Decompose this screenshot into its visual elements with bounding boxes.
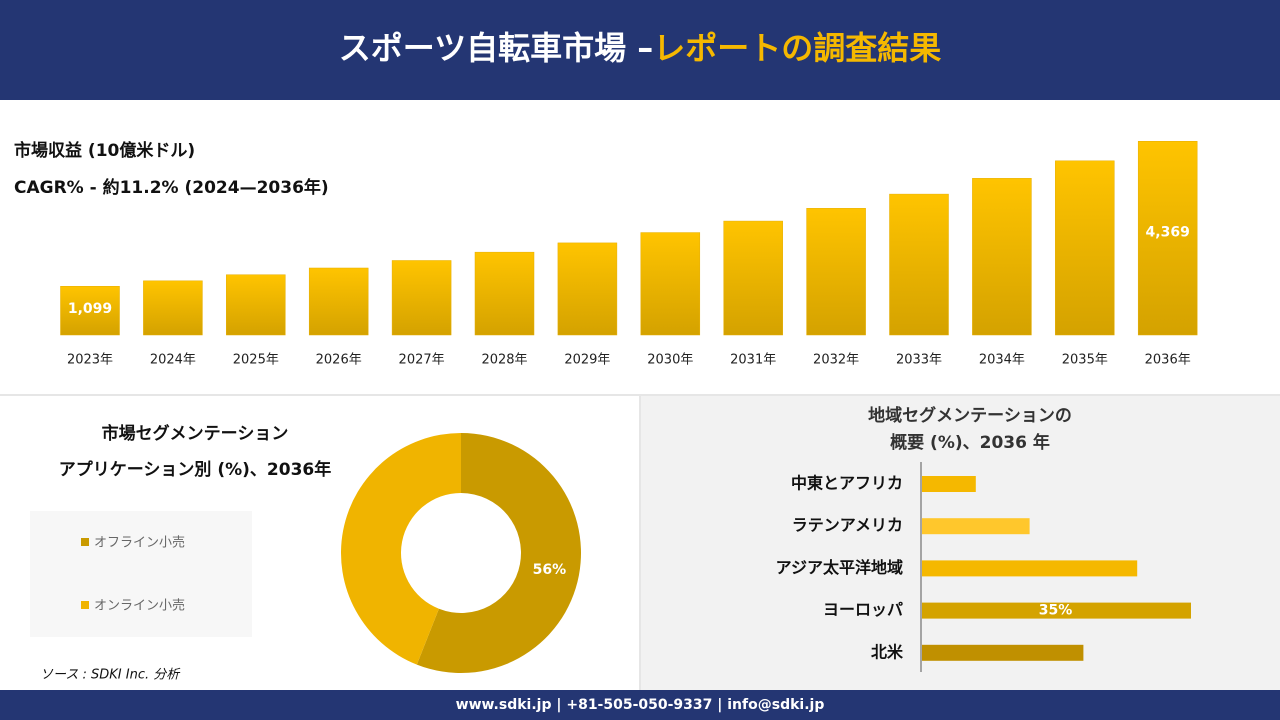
bar — [972, 178, 1032, 336]
x-tick-label: 2030年 — [647, 353, 693, 368]
category-label: 北米 — [871, 642, 904, 661]
bar — [1137, 140, 1198, 336]
region-panel — [641, 396, 1280, 690]
donut-slice — [341, 433, 461, 665]
header-band — [0, 0, 1280, 100]
value-label: 56% — [533, 562, 567, 578]
bar — [226, 274, 286, 336]
x-tick-label: 2034年 — [979, 353, 1025, 368]
bar — [391, 260, 452, 336]
bar — [474, 251, 535, 336]
x-tick-label: 2023年 — [67, 353, 113, 368]
value-label: 1,099 — [68, 301, 112, 317]
category-label: ヨーロッパ — [823, 600, 903, 619]
bar — [1055, 160, 1115, 336]
x-tick-label: 2036年 — [1145, 353, 1191, 368]
bar — [723, 220, 783, 336]
bar — [806, 208, 866, 336]
x-tick-label: 2031年 — [730, 353, 776, 368]
legend-box — [30, 511, 252, 637]
footer-band — [0, 690, 1280, 720]
legend-swatch — [81, 538, 89, 546]
chart-title: 概要 (%)、2036 年 — [890, 432, 1050, 453]
x-tick-label: 2024年 — [150, 353, 196, 368]
title-accent: レポートの調査結果 — [653, 29, 941, 67]
category-label: ラテンアメリカ — [792, 516, 903, 535]
source: ソース : SDKI Inc. 分析 — [40, 668, 181, 683]
x-tick-label: 2033年 — [896, 353, 942, 368]
category-label: アジア太平洋地域 — [776, 558, 903, 577]
chart-title: 市場セグメンテーション — [102, 423, 289, 444]
bar — [557, 242, 618, 336]
x-tick-label: 2028年 — [481, 353, 527, 368]
bar — [922, 560, 1138, 577]
bar — [640, 232, 701, 336]
bar — [922, 518, 1030, 535]
value-label: 4,369 — [1146, 224, 1190, 240]
x-tick-label: 2027年 — [399, 353, 445, 368]
footer: www.sdki.jp | +81-505-050-9337 | info@sd… — [456, 697, 825, 713]
bar — [922, 644, 1084, 661]
chart-title: アプリケーション別 (%)、2036年 — [59, 459, 331, 480]
legend-label: オフライン小売 — [94, 535, 185, 551]
category-label: 中東とアフリカ — [791, 474, 903, 493]
bar — [143, 280, 203, 336]
title-main: スポーツ自転車市場 – — [339, 29, 654, 67]
page-title: スポーツ自転車市場 –レポートの調査結果 — [339, 29, 942, 67]
donut-slice — [416, 433, 581, 673]
bar — [60, 286, 120, 336]
chart-title: 地域セグメンテーションの — [868, 405, 1072, 426]
bar — [922, 602, 1191, 619]
x-tick-label: 2029年 — [564, 353, 610, 368]
bar — [308, 267, 369, 336]
chart-subtitle: 市場収益 (10億米ドル) — [14, 140, 195, 161]
bar — [922, 476, 976, 492]
x-tick-label: 2035年 — [1062, 353, 1108, 368]
legend-label: オンライン小売 — [94, 598, 185, 614]
value-label: 35% — [1039, 603, 1073, 619]
cagr-note: CAGR% - 約11.2% (2024—2036年) — [14, 177, 329, 198]
legend-swatch — [81, 601, 89, 609]
x-tick-label: 2025年 — [233, 353, 279, 368]
x-tick-label: 2032年 — [813, 353, 859, 368]
bar — [889, 193, 949, 336]
x-tick-label: 2026年 — [316, 353, 362, 368]
